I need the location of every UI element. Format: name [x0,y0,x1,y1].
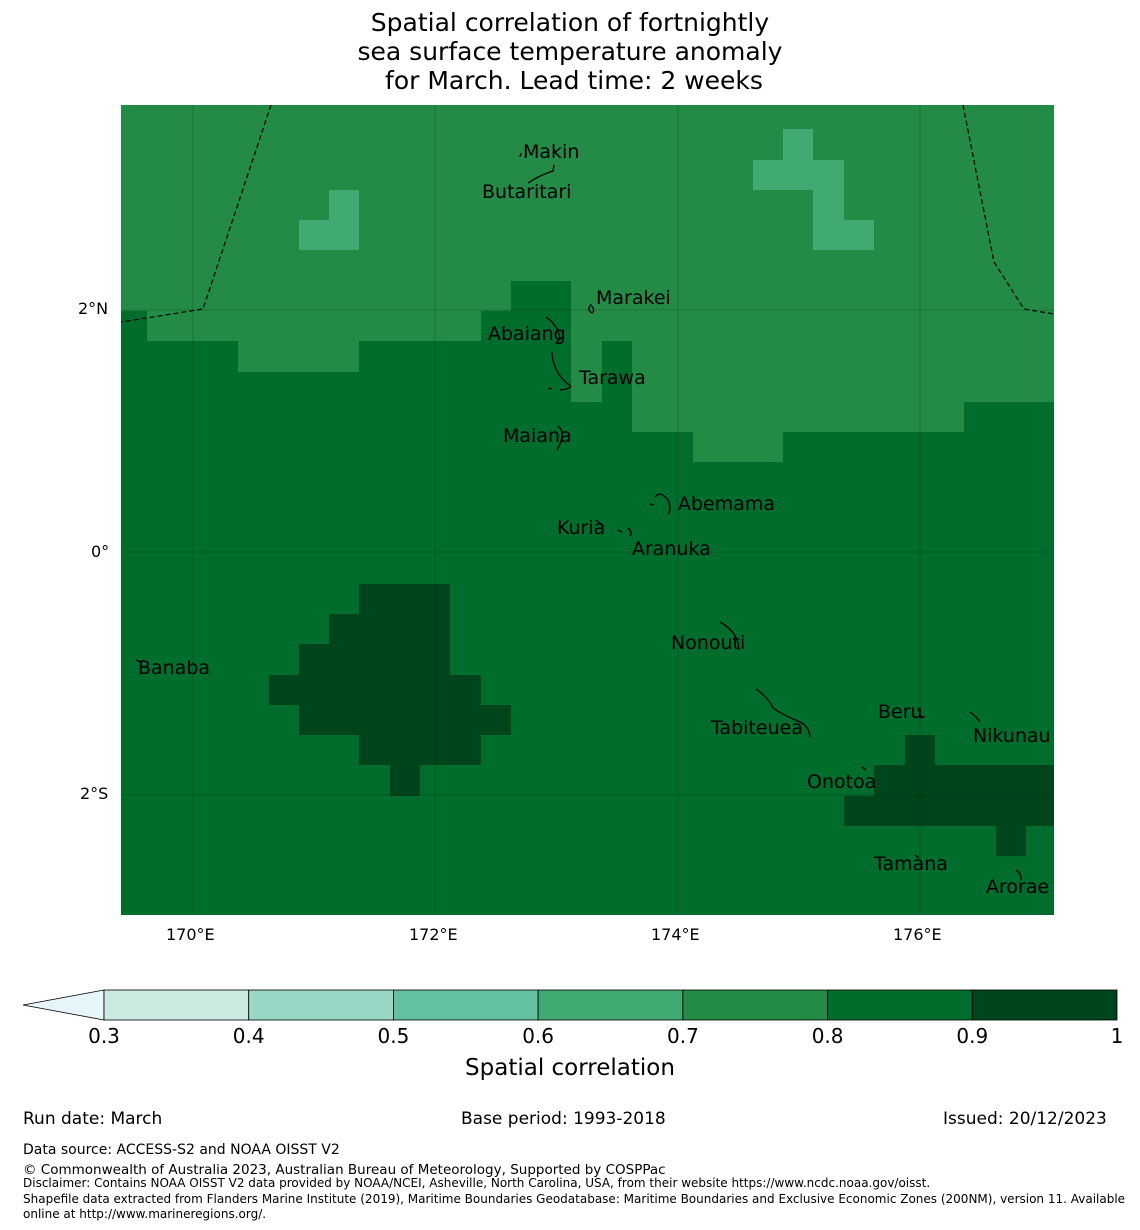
island-onotoa-shape [861,766,867,771]
island-label-nonouti: Nonouti [671,632,746,654]
title-line-3: for March. Lead time: 2 weeks [377,66,763,95]
island-arorae-shape [1015,869,1022,881]
lon-tick-170: 170°E [166,925,215,944]
island-label-maiana: Maiana [503,425,572,447]
colorbar-segment-0.3-0.4 [103,989,250,1021]
island-banaba-shape [135,659,141,663]
island-label-makin: Makin [523,141,580,163]
colorbar-tick-0.4: 0.4 [232,1024,265,1048]
island-label-aranuka: Aranuka [632,538,711,560]
colorbar-segment-0.9-1.0 [971,989,1118,1021]
island-label-marakei: Marakei [596,287,671,309]
colorbar-title: Spatial correlation [465,1055,675,1081]
colorbar-segment-0.4-0.5 [248,989,394,1021]
colorbar-tick-0.8: 0.8 [811,1024,844,1048]
island-marakei-shape [588,303,595,314]
lat-tick-2n: 2°N [78,299,109,318]
island-kuria-shape [595,519,605,527]
heatmap-region-0.6-0.7-west [299,190,359,250]
island-nikunau-shape [969,711,981,723]
heatmap-region-0.9-1.0-west [269,584,511,796]
island-nonouti-shape [719,621,740,651]
heatmap-region-0.6-0.7-east [753,129,874,250]
island-label-banaba: Banaba [138,657,211,679]
island-maiana-shape [556,425,563,451]
island-aranuka-shape [617,527,632,537]
colorbar-tick-0.9: 0.9 [956,1024,989,1048]
shapefile-credit-line-1: Shapefile data extracted from Flanders M… [23,1192,1126,1206]
island-tamana-shape [914,854,920,859]
island-label-arorae: Arorae [986,876,1050,898]
island-tabiteuea-shape [755,688,811,738]
issued-date: Issued: 20/12/2023 [943,1109,1107,1129]
colorbar [22,989,1118,1021]
island-abemama-shape [649,493,671,515]
colorbar-segment-0.6-0.7 [537,989,684,1021]
colorbar-tick-0.5: 0.5 [377,1024,410,1048]
title-line-2: sea surface temperature anomaly [357,37,783,66]
map-gridlines [121,105,1054,915]
island-label-butaritari: Butaritari [482,181,572,203]
eez-boundary [120,104,1055,323]
colorbar-segment-0.8-0.9 [827,989,973,1021]
island-butaritari-shape [527,164,555,184]
heatmap-region-0.9-1.0-east [844,735,1054,856]
island-label-abemama: Abemama [678,493,776,515]
island-outlines [135,147,1022,881]
colorbar-tick-0.3: 0.3 [88,1024,120,1048]
colorbar-tick-1: 1 [1110,1024,1124,1048]
island-label-kuria: Kuria [557,517,606,539]
data-source: Data source: ACCESS-S2 and NOAA OISST V2 [23,1142,340,1158]
island-makin-shape [519,147,557,158]
island-label-onotoa: Onotoa [807,771,877,793]
island-abaiang-shape [545,316,561,345]
lon-tick-176: 176°E [893,925,942,944]
colorbar-under-arrow [22,989,105,1021]
copyright: © Commonwealth of Australia 2023, Austra… [23,1162,666,1178]
island-label-tamana: Tamana [874,853,948,875]
colorbar-segment-0.5-0.6 [392,989,539,1021]
disclaimer: Disclaimer: Contains NOAA OISST V2 data … [23,1176,931,1190]
island-label-tabiteuea: Tabiteuea [711,717,803,739]
lat-tick-2s: 2°S [80,784,109,803]
base-period: Base period: 1993-2018 [461,1109,666,1129]
eez-boundary-east [962,104,1055,315]
island-label-beru: Beru [878,701,923,723]
colorbar-tick-0.6: 0.6 [522,1024,554,1048]
lon-tick-172: 172°E [409,925,458,944]
correlation-heatmap [121,105,1054,915]
colorbar-segment-0.7-0.8 [682,989,829,1021]
island-label-tarawa: Tarawa [579,367,646,389]
island-label-abaiang: Abaiang [488,323,566,345]
shapefile-credit-line-2: online at http://www.marineregions.org/. [23,1207,267,1221]
title-line-1: Spatial correlation of fortnightly [370,8,770,37]
island-beru-shape [917,707,926,719]
island-label-nikunau: Nikunau [973,725,1051,747]
map-title: Spatial correlation of fortnightly sea s… [0,8,1140,95]
lat-tick-0: 0° [91,542,110,561]
island-tarawa-shape [547,351,572,391]
lon-tick-174: 174°E [651,925,700,944]
colorbar-tick-0.7: 0.7 [666,1024,699,1048]
run-date: Run date: March [23,1109,163,1129]
